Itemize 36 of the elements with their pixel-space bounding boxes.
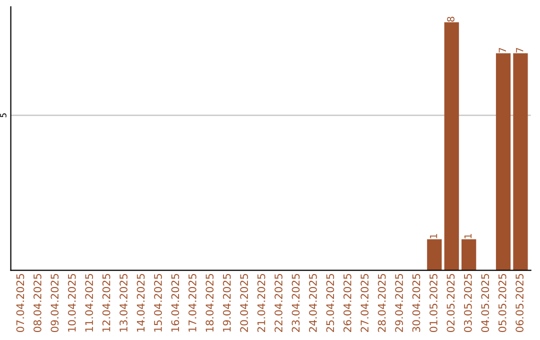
x-tick-label: 10.04.2025 [68,274,76,332]
x-tick-label: 06.05.2025 [516,274,524,332]
data-label: 1 [464,234,472,238]
x-tick-label: 27.04.2025 [360,274,369,332]
x-tick-label: 08.04.2025 [33,274,42,332]
x-tick-label: 17.04.2025 [188,274,196,332]
x-tick-label: 21.04.2025 [257,274,266,332]
x-tick-label: 16.04.2025 [171,274,180,332]
data-label: 1 [430,234,438,238]
x-tick-label: 30.04.2025 [412,274,420,332]
x-tick-label: 11.04.2025 [85,274,94,332]
x-tick-label: 01.05.2025 [430,274,438,332]
x-tick-label: 14.04.2025 [136,274,145,332]
x-tick-label: 03.05.2025 [464,274,472,332]
data-label: 7 [498,48,506,52]
x-tick-label: 12.04.2025 [102,274,110,332]
y-tick-label: 5 [0,113,6,118]
x-tick-label: 24.04.2025 [309,274,317,332]
x-tick-label: 04.05.2025 [481,274,490,332]
x-tick-label: 15.04.2025 [154,274,162,332]
x-tick-label: 29.04.2025 [395,274,403,332]
x-tick-label: 19.04.2025 [222,274,231,332]
x-tick-label: 28.04.2025 [378,274,386,332]
x-tick-label: 18.04.2025 [206,274,214,332]
data-label: 7 [516,48,524,52]
x-tick-label: 13.04.2025 [120,274,128,332]
x-tick-label: 23.04.2025 [292,274,300,332]
x-tick-label: 05.05.2025 [498,274,506,332]
x-tick-label: 09.04.2025 [50,274,59,332]
x-tick-label: 02.05.2025 [446,274,455,332]
x-tick-label: 20.04.2025 [240,274,248,332]
x-tick-label: 07.04.2025 [16,274,24,332]
data-label: 8 [447,16,454,22]
x-tick-label: 25.04.2025 [326,274,334,332]
x-tick-label: 26.04.2025 [343,274,352,332]
x-tick-label: 22.04.2025 [274,274,282,332]
